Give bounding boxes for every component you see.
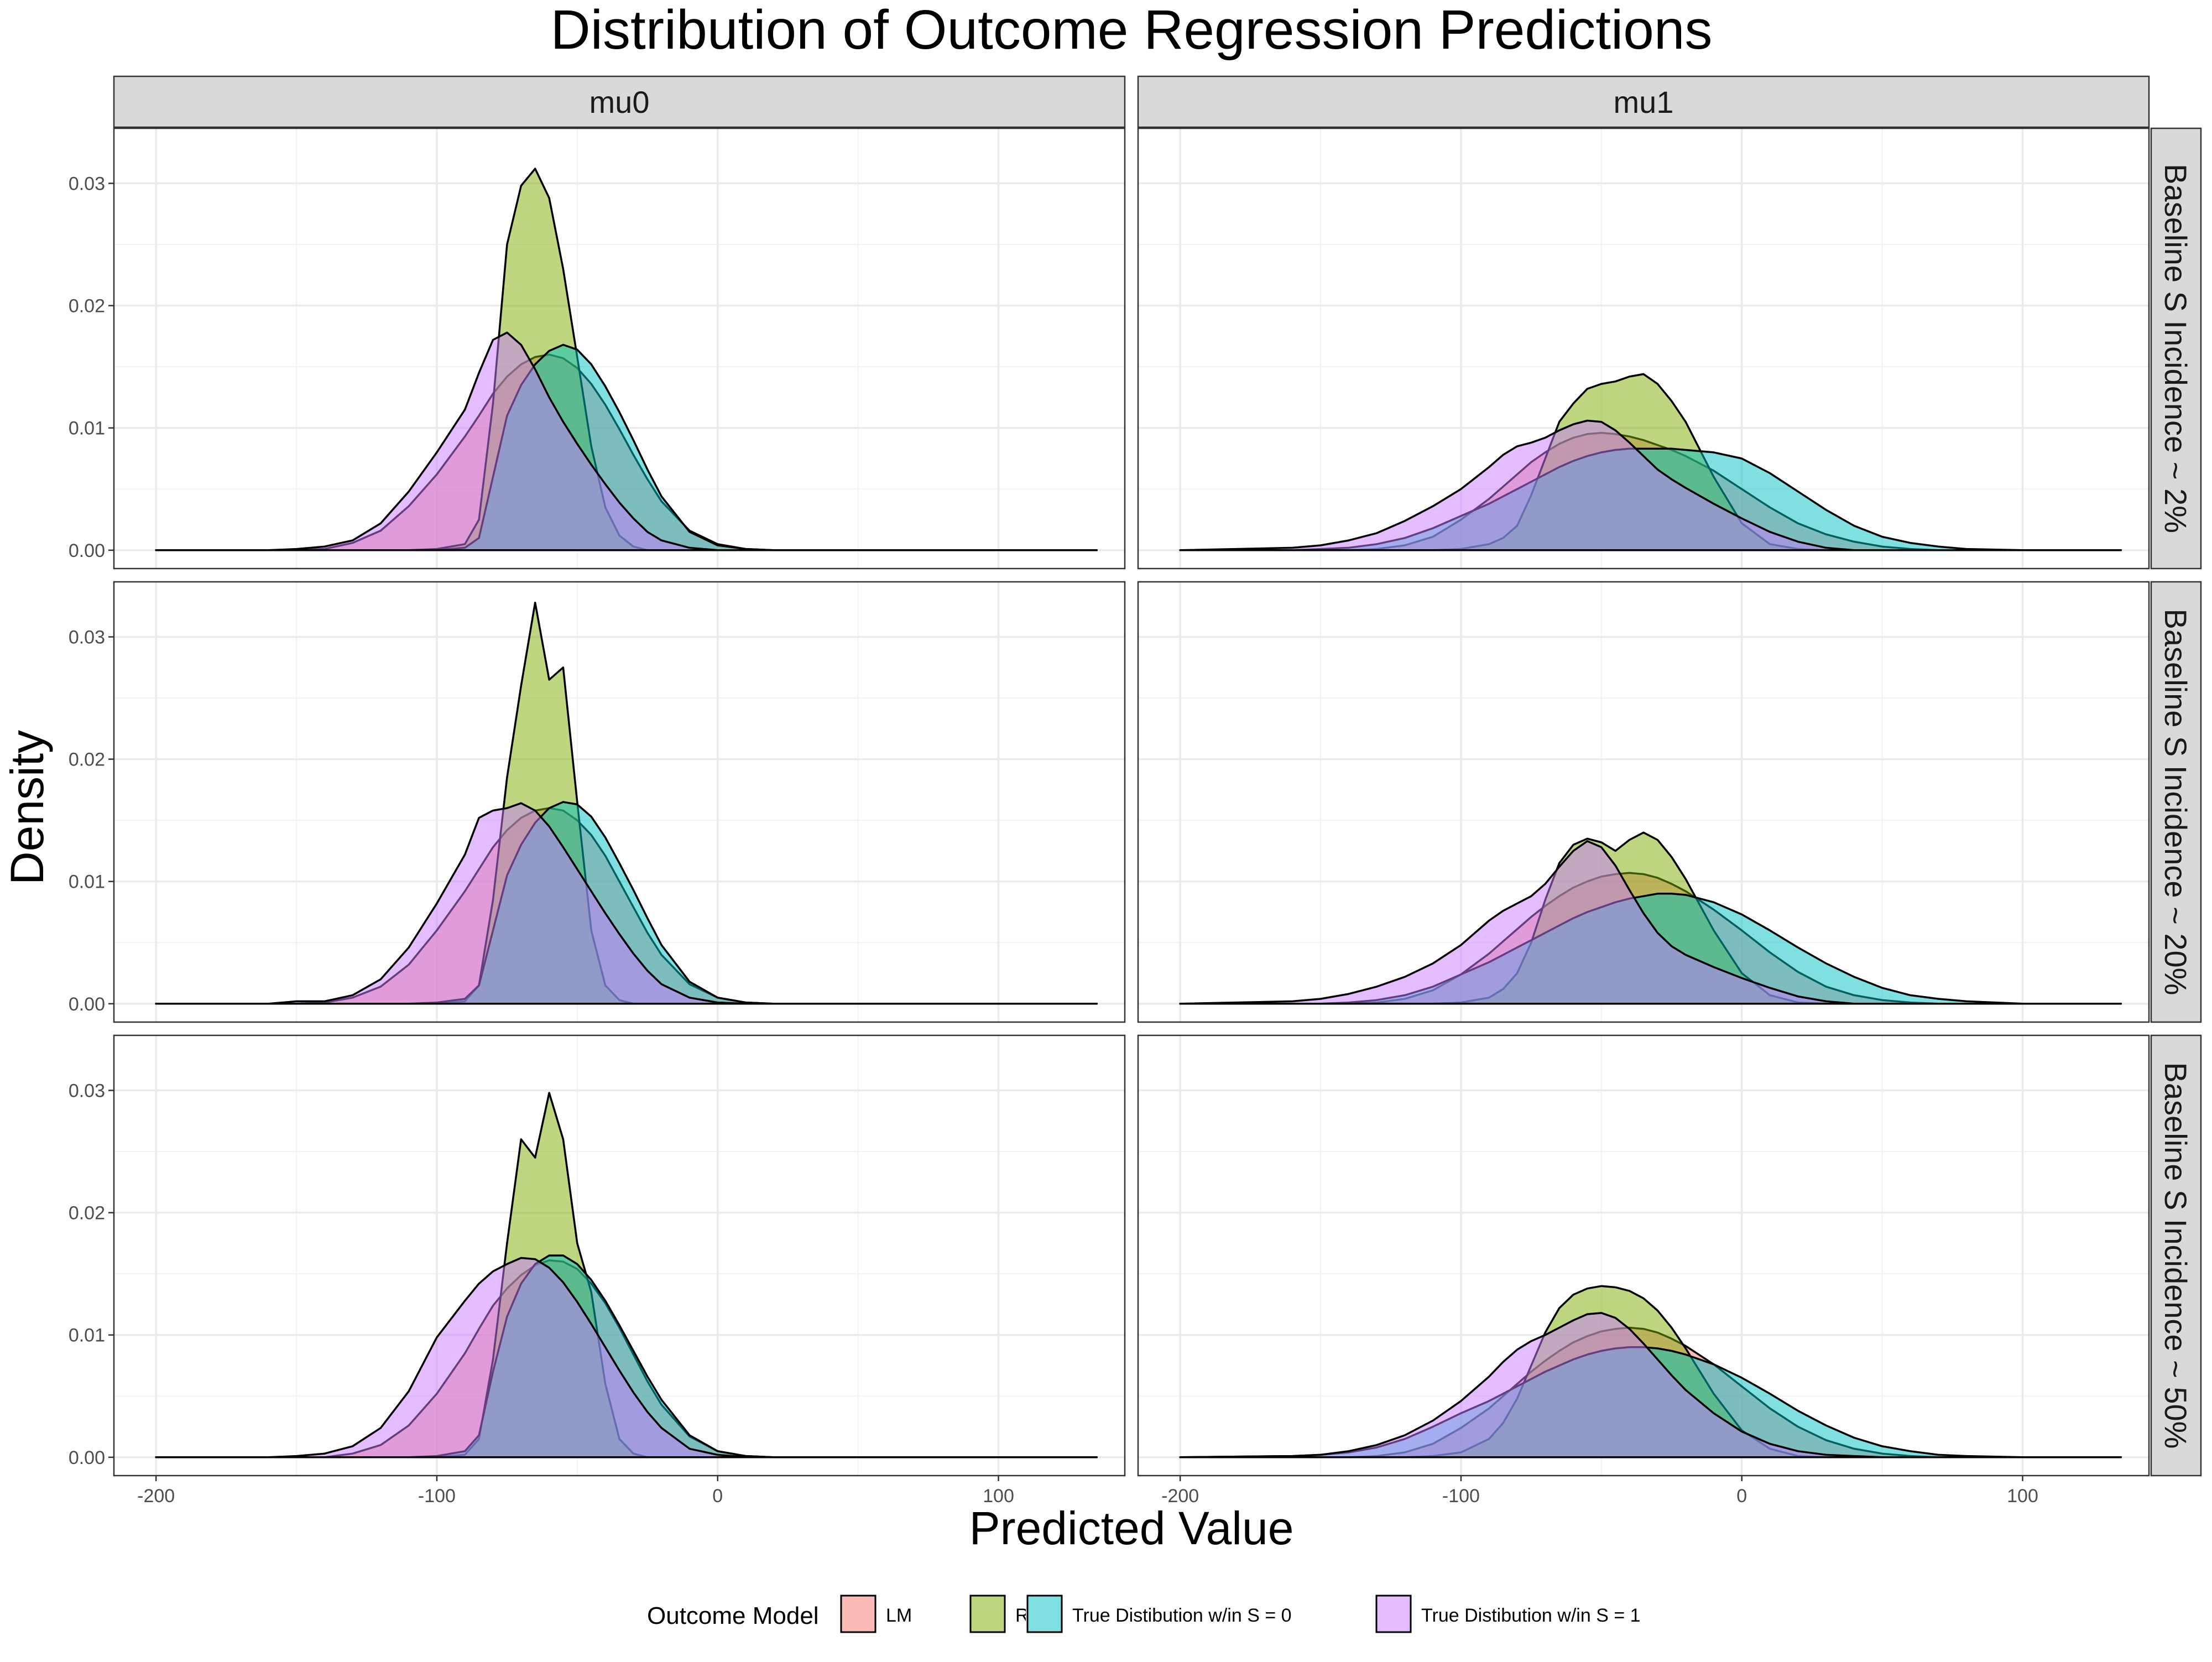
x-tick-label: -100 bbox=[1442, 1486, 1480, 1507]
density-areas bbox=[1179, 831, 2122, 1005]
y-tick-label: 0.01 bbox=[69, 872, 105, 893]
legend-title: Outcome Model bbox=[647, 1602, 819, 1629]
density-areas bbox=[155, 1092, 1098, 1458]
panel-mu0-row-3: 0.00 0.01 0.02 0.03 -200 -100 0 100 bbox=[69, 1034, 1126, 1507]
panel-border bbox=[113, 581, 1126, 1023]
density-areas bbox=[155, 601, 1098, 1005]
strip-row-2: Baseline S Incidence ~ 20% bbox=[2150, 581, 2202, 1023]
legend: Outcome ModelLMRFTrue Distibution w/in S… bbox=[647, 1594, 1641, 1634]
strip-background bbox=[1137, 75, 2150, 128]
legend-key bbox=[1375, 1595, 1412, 1633]
legend-item-1: LM bbox=[839, 1594, 912, 1634]
density-true-distibution-w-in-s-1 bbox=[1179, 840, 2122, 1005]
chart-title: Distribution of Outcome Regression Predi… bbox=[551, 0, 1713, 61]
legend-item-4: True Distibution w/in S = 1 bbox=[1375, 1594, 1641, 1634]
y-axis: 0.00 0.01 0.02 0.03 bbox=[69, 1081, 114, 1468]
density-true-distibution-w-in-s-1 bbox=[155, 331, 1098, 551]
y-tick-label: 0.02 bbox=[69, 296, 105, 317]
y-tick-label: 0.03 bbox=[69, 1081, 105, 1102]
strip-background bbox=[2150, 581, 2202, 1023]
legend-label: True Distibution w/in S = 0 bbox=[1072, 1605, 1292, 1626]
panel-border bbox=[1137, 581, 2150, 1023]
density-areas bbox=[1179, 373, 2122, 551]
panel-mu0-row-1: 0.00 0.01 0.02 0.03 bbox=[69, 127, 1126, 570]
legend-key bbox=[840, 1595, 877, 1633]
x-tick-label: 100 bbox=[983, 1486, 1014, 1507]
y-tick-label: 0.03 bbox=[69, 627, 105, 648]
legend-label: True Distibution w/in S = 1 bbox=[1421, 1605, 1641, 1626]
x-tick-label: 100 bbox=[2007, 1486, 2038, 1507]
strip-label: Baseline S Incidence ~ 50% bbox=[2158, 1062, 2193, 1449]
strip-label: mu1 bbox=[1614, 85, 1674, 119]
strip-background bbox=[113, 75, 1126, 128]
strip-row-1: Baseline S Incidence ~ 2% bbox=[2150, 127, 2202, 570]
strip-background bbox=[2150, 127, 2202, 570]
panel-border bbox=[1137, 127, 2150, 570]
y-tick-label: 0.03 bbox=[69, 174, 105, 195]
y-tick-label: 0.00 bbox=[69, 1447, 105, 1468]
panel-mu0-row-2: 0.00 0.01 0.02 0.03 bbox=[69, 581, 1126, 1023]
panels-layer: mu0 mu1 Baseline S Incidence ~ 2% Baseline … bbox=[69, 75, 2202, 1507]
y-axis: 0.00 0.01 0.02 0.03 bbox=[69, 174, 114, 561]
y-tick-label: 0.01 bbox=[69, 1325, 105, 1346]
density-true-distibution-w-in-s-1 bbox=[155, 1257, 1098, 1458]
x-tick-label: -100 bbox=[418, 1486, 456, 1507]
y-tick-label: 0.00 bbox=[69, 994, 105, 1015]
legend-label: LM bbox=[886, 1605, 912, 1626]
panel-mu1-row-1 bbox=[1137, 127, 2150, 570]
y-tick-label: 0.02 bbox=[69, 1203, 105, 1224]
x-tick-label: 0 bbox=[1736, 1486, 1747, 1507]
panel-border bbox=[113, 1034, 1126, 1477]
strip-label: mu0 bbox=[589, 85, 650, 119]
x-axis-title: Predicted Value bbox=[969, 1502, 1294, 1554]
y-tick-label: 0.02 bbox=[69, 749, 105, 770]
y-axis-title: Density bbox=[1, 730, 53, 885]
x-axis: -200 -100 0 100 bbox=[1161, 1476, 2038, 1507]
strip-background bbox=[2150, 1034, 2202, 1477]
density-areas bbox=[155, 168, 1098, 551]
density-true-distibution-w-in-s-1 bbox=[1179, 419, 2122, 551]
density-areas bbox=[1179, 1285, 2122, 1458]
density-true-distibution-w-in-s-1 bbox=[1179, 1312, 2122, 1458]
panel-mu1-row-2 bbox=[1137, 581, 2150, 1023]
legend-key bbox=[969, 1595, 1006, 1633]
strip-mu0: mu0 bbox=[113, 75, 1126, 128]
panel-border bbox=[1137, 1034, 2150, 1477]
panel-mu1-row-3: -200 -100 0 100 bbox=[1137, 1034, 2150, 1507]
panel-border bbox=[113, 127, 1126, 570]
legend-item-3: True Distibution w/in S = 0 bbox=[1026, 1594, 1292, 1634]
y-tick-label: 0.00 bbox=[69, 540, 105, 561]
y-tick-label: 0.01 bbox=[69, 418, 105, 439]
y-axis: 0.00 0.01 0.02 0.03 bbox=[69, 627, 114, 1015]
strip-row-3: Baseline S Incidence ~ 50% bbox=[2150, 1034, 2202, 1477]
x-tick-label: -200 bbox=[1161, 1486, 1199, 1507]
strip-label: Baseline S Incidence ~ 2% bbox=[2158, 164, 2193, 533]
legend-key bbox=[1026, 1595, 1063, 1633]
x-tick-label: 0 bbox=[712, 1486, 723, 1507]
strip-mu1: mu1 bbox=[1137, 75, 2150, 128]
strip-label: Baseline S Incidence ~ 20% bbox=[2158, 609, 2193, 996]
x-tick-label: -200 bbox=[137, 1486, 175, 1507]
density-true-distibution-w-in-s-1 bbox=[155, 802, 1098, 1005]
x-axis: -200 -100 0 100 bbox=[137, 1476, 1014, 1507]
